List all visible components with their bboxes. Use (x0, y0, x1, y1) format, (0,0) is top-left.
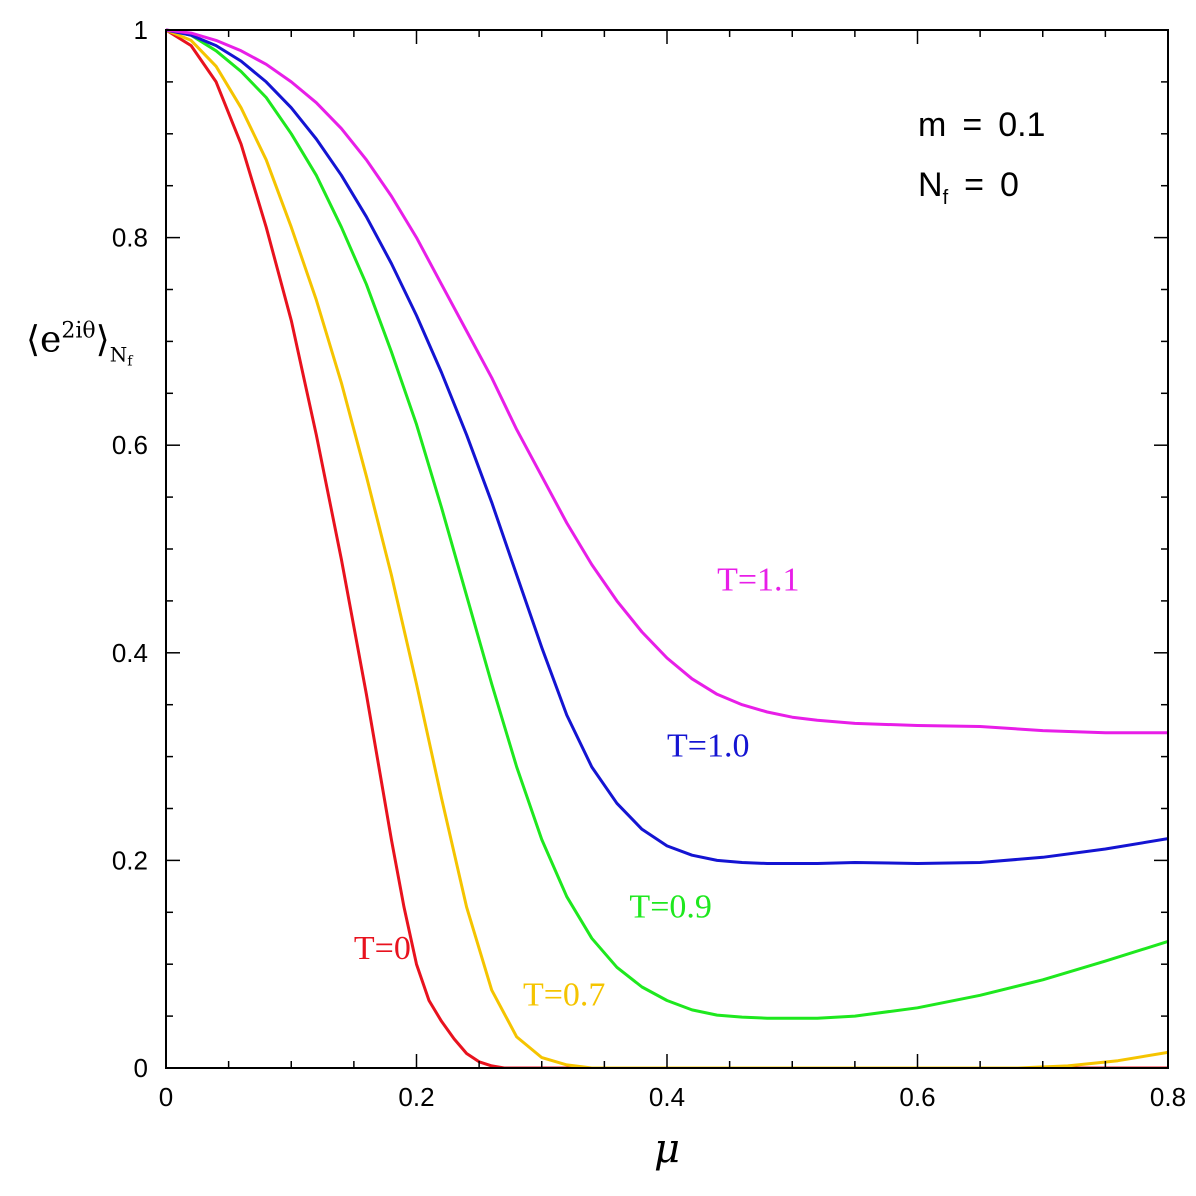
param-mass-rhs: 0.1 (998, 106, 1045, 144)
y-tick-label: 0.4 (112, 638, 148, 668)
series-label-t-1-1: T=1.1 (717, 562, 799, 599)
param-flavors: Nf = 0 (918, 166, 1019, 209)
y-tick-label: 0.6 (112, 430, 148, 460)
y-axis-label-base: e (40, 319, 61, 360)
y-axis-label-close: ⟩ (96, 319, 110, 360)
y-tick-label: 0.8 (112, 223, 148, 253)
x-axis-label: μ (654, 1126, 680, 1172)
plot-frame (165, 29, 1169, 1069)
param-mass-lhs: m (918, 106, 946, 144)
series-label-t-0-7: T=0.7 (523, 977, 605, 1014)
x-tick-label: 0.8 (1150, 1082, 1186, 1112)
series-line-t-0-9 (166, 28, 1168, 1020)
x-tick-label: 0.6 (899, 1082, 935, 1112)
series-line-t-0-7 (166, 28, 1168, 1068)
y-axis-label-open: ⟨ (26, 319, 40, 360)
param-flavors-lhs: N (918, 166, 943, 204)
y-tick-label: 1 (134, 15, 148, 45)
series-layer (166, 28, 1168, 1068)
labels-layer: 0 0.2 0.4 0.6 0.8 0 0.2 0.4 0.6 0.8 1 T=0 T=0.7 T=0.9… (112, 15, 1186, 1112)
x-tick-label: 0.2 (398, 1082, 434, 1112)
param-flavors-eq: = (964, 166, 984, 204)
y-tick-label: 0.2 (112, 845, 148, 875)
y-axis-label-sup: 2iθ (61, 318, 95, 343)
x-tick-label: 0 (159, 1082, 173, 1112)
y-tick-label: 0 (134, 1053, 148, 1083)
series-line-t-0 (166, 28, 1168, 1068)
param-flavors-rhs: 0 (1000, 166, 1019, 204)
param-mass: m = 0.1 (918, 106, 1045, 144)
series-line-t-1-0 (166, 28, 1168, 865)
parameter-legend: m = 0.1 Nf = 0 (918, 106, 1045, 209)
series-label-t-1-0: T=1.0 (667, 728, 749, 765)
y-axis-label-subsub: f (127, 353, 134, 369)
param-mass-eq: = (962, 106, 982, 144)
param-flavors-sub: f (943, 187, 949, 209)
series-label-t-0: T=0 (354, 930, 411, 967)
series-label-t-0-9: T=0.9 (629, 888, 711, 925)
y-axis-label: ⟨e2iθ⟩Nf (26, 318, 134, 369)
y-axis-label-sub: N (110, 342, 128, 366)
x-tick-label: 0.4 (649, 1082, 685, 1112)
series-line-t-1-1 (166, 28, 1168, 735)
